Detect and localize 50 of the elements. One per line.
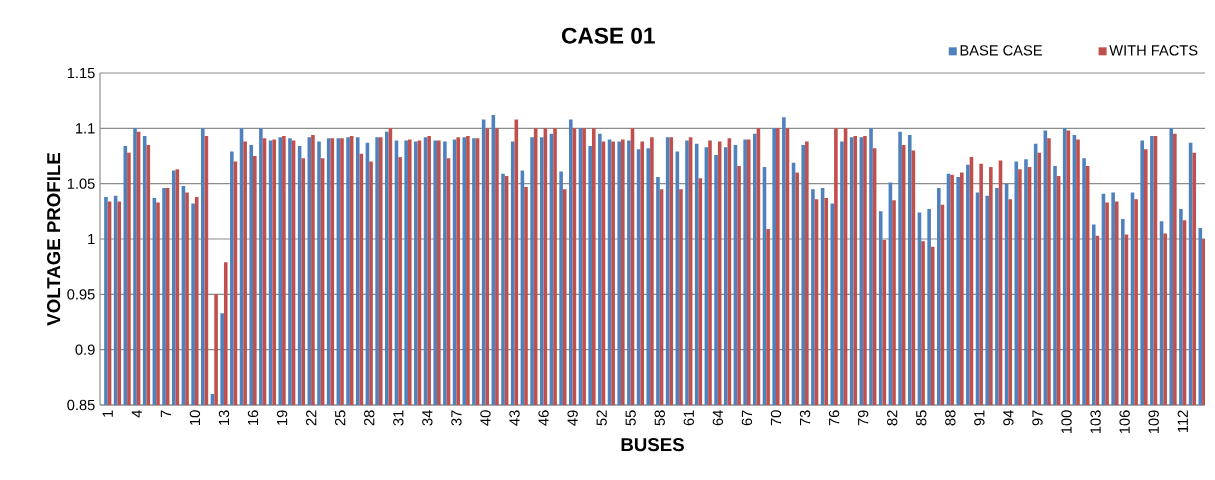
y-tick-label: 0.85 — [67, 399, 95, 411]
x-tick-label: 73 — [799, 410, 811, 426]
x-tick-label: 4 — [131, 410, 142, 418]
x-tick-label: 88 — [945, 410, 956, 426]
y-tick-label: 1.1 — [76, 123, 95, 134]
x-tick-label: 85 — [916, 410, 927, 426]
x-tick-label: 43 — [509, 410, 520, 426]
x-tick-label: 52 — [596, 410, 607, 426]
x-tick-label: 13 — [218, 410, 230, 425]
x-tick-label: 109 — [1148, 410, 1159, 434]
y-axis-title: VOLTAGE PROFILE — [47, 152, 61, 326]
legend-label: BASE CASE — [960, 45, 1042, 56]
x-tick-label: 25 — [335, 410, 346, 426]
y-tick-label: 0.95 — [67, 289, 95, 300]
legend-label: WITH FACTS — [1109, 45, 1198, 56]
y-tick-label: 0.9 — [75, 344, 95, 355]
x-tick-label: 34 — [422, 410, 433, 426]
x-tick-label: 55 — [625, 410, 636, 426]
x-tick-label: 100 — [1061, 410, 1072, 434]
y-tick-label: 1.15 — [67, 67, 95, 79]
x-tick-label: 19 — [276, 410, 288, 425]
x-tick-label: 28 — [364, 410, 375, 426]
y-tick-label: 1.05 — [67, 178, 95, 189]
x-tick-label: 40 — [480, 410, 491, 426]
chart-title: CASE 01 — [561, 27, 655, 44]
x-axis-title: BUSES — [621, 437, 684, 452]
x-tick-label: 112 — [1177, 410, 1188, 432]
x-tick-label: 31 — [393, 410, 404, 426]
x-tick-label: 91 — [974, 410, 985, 426]
x-tick-label: 37 — [451, 410, 462, 426]
x-tick-label: 106 — [1119, 410, 1130, 434]
x-tick-label: 7 — [160, 410, 171, 418]
x-tick-label: 97 — [1032, 410, 1043, 426]
x-tick-label: 76 — [828, 410, 840, 426]
x-tick-label: 1 — [102, 410, 113, 417]
x-tick-label: 22 — [306, 410, 317, 426]
x-tick-label: 103 — [1090, 410, 1101, 434]
x-tick-label: 94 — [1003, 410, 1014, 426]
x-tick-label: 16 — [247, 410, 259, 425]
x-tick-label: 10 — [189, 410, 201, 425]
x-tick-label: 67 — [741, 410, 753, 426]
x-tick-label: 58 — [654, 410, 665, 426]
x-tick-label: 49 — [567, 410, 578, 426]
x-tick-label: 70 — [770, 410, 782, 426]
y-tick-label: 1 — [88, 233, 95, 245]
x-tick-label: 46 — [538, 410, 549, 426]
x-tick-label: 82 — [887, 410, 898, 426]
x-tick-label: 64 — [712, 410, 724, 426]
x-tick-label: 61 — [683, 410, 695, 426]
x-tick-label: 79 — [857, 410, 869, 426]
